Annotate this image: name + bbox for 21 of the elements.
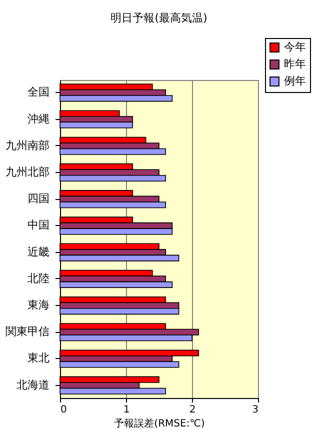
y-tick-label: 中国 [28,218,50,232]
x-tick-label: 0 [60,404,67,416]
x-tick-label: 2 [189,404,196,416]
legend-label: 今年 [284,40,306,54]
y-tick-label: 全国 [28,86,50,99]
y-tick-label: 北海道 [16,378,50,392]
y-tick-label: 関東甲信 [6,325,50,338]
y-tick-label: 近畿 [28,245,50,258]
legend-label: 昨年 [284,58,306,70]
y-tick-label: 東海 [28,298,50,312]
x-tick-label: 1 [123,404,130,416]
chart-title: 明日予報(最高気温) [110,12,208,24]
y-tick-label: 東北 [28,352,50,365]
y-tick-label: 沖縄 [28,112,50,126]
legend-label: 例年 [284,74,306,88]
y-tick-label: 四国 [28,192,50,206]
x-tick-label: 3 [252,404,258,416]
x-axis-title: 予報誤差(RMSE:℃) [114,418,205,430]
y-tick-label: 九州南部 [6,138,50,152]
y-tick-label: 北陸 [28,272,50,285]
y-tick-label: 九州北部 [6,165,50,178]
